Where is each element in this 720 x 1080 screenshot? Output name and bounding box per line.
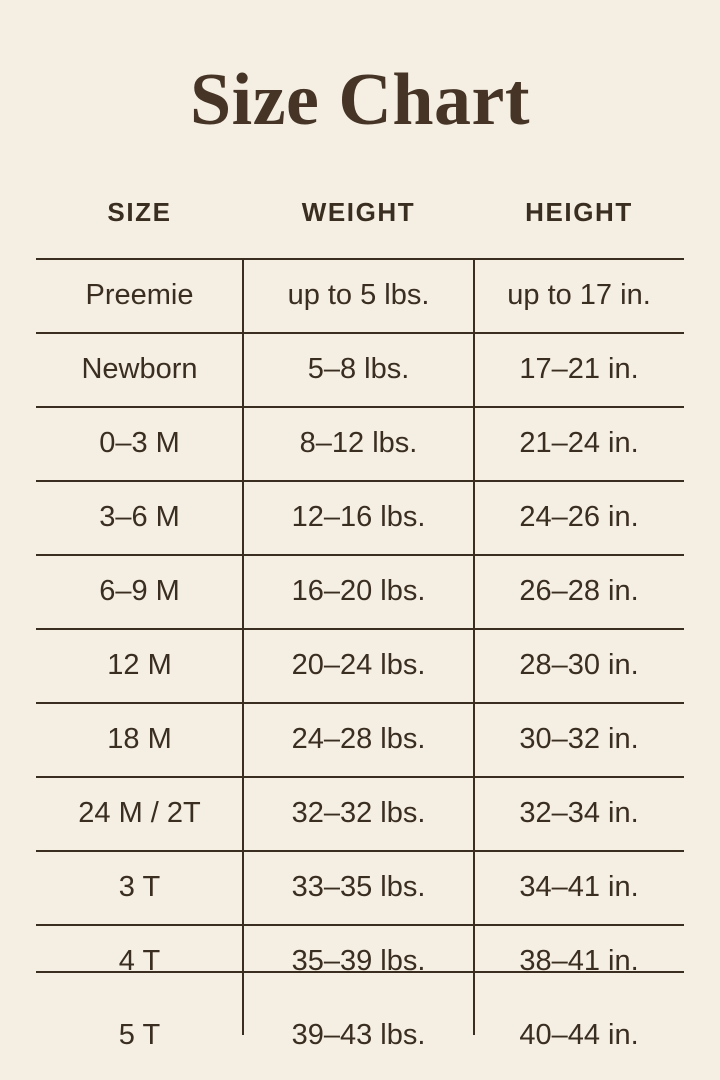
table-row: 5 T 39–43 lbs. 40–44 in.	[36, 998, 684, 1072]
cell-weight: 35–39 lbs.	[291, 944, 426, 977]
table-row: 3 T 33–35 lbs. 34–41 in.	[36, 850, 684, 924]
table-row: 4 T 35–39 lbs. 38–41 in.	[36, 924, 684, 998]
cell-weight: 8–12 lbs.	[299, 426, 418, 459]
table-header-row: SIZE WEIGHT HEIGHT	[36, 190, 684, 258]
cell-weight: 16–20 lbs.	[291, 574, 426, 607]
size-chart-table: SIZE WEIGHT HEIGHT Preemie up to 5 lbs. …	[36, 190, 684, 1051]
table-row: 6–9 M 16–20 lbs. 26–28 in.	[36, 554, 684, 628]
cell-weight: 5–8 lbs.	[307, 352, 410, 385]
column-header-height: HEIGHT	[525, 196, 633, 227]
cell-height: 30–32 in.	[519, 722, 639, 755]
cell-size: 18 M	[107, 722, 172, 755]
cell-size: Newborn	[81, 352, 198, 385]
cell-size: Preemie	[85, 278, 194, 311]
table-row: Newborn 5–8 lbs. 17–21 in.	[36, 332, 684, 406]
cell-size: 3–6 M	[99, 500, 180, 533]
cell-height: 40–44 in.	[519, 1018, 639, 1051]
table-row: 24 M / 2T 32–32 lbs. 32–34 in.	[36, 776, 684, 850]
cell-height: 38–41 in.	[519, 944, 639, 977]
table-row: 3–6 M 12–16 lbs. 24–26 in.	[36, 480, 684, 554]
cell-size: 24 M / 2T	[78, 796, 201, 829]
cell-height: 24–26 in.	[519, 500, 639, 533]
cell-height: up to 17 in.	[507, 278, 651, 311]
table-row: Preemie up to 5 lbs. up to 17 in.	[36, 258, 684, 332]
column-header-weight: WEIGHT	[301, 196, 416, 227]
table-row: 12 M 20–24 lbs. 28–30 in.	[36, 628, 684, 702]
cell-weight: 39–43 lbs.	[291, 1018, 426, 1051]
table-row: 18 M 24–28 lbs. 30–32 in.	[36, 702, 684, 776]
cell-weight: up to 5 lbs.	[287, 278, 430, 311]
cell-height: 34–41 in.	[519, 870, 639, 903]
cell-height: 32–34 in.	[519, 796, 639, 829]
cell-weight: 32–32 lbs.	[291, 796, 426, 829]
cell-weight: 12–16 lbs.	[291, 500, 426, 533]
cell-size: 3 T	[118, 870, 161, 903]
table-row: 0–3 M 8–12 lbs. 21–24 in.	[36, 406, 684, 480]
cell-size: 4 T	[118, 944, 161, 977]
cell-height: 28–30 in.	[519, 648, 639, 681]
cell-size: 12 M	[107, 648, 172, 681]
cell-weight: 24–28 lbs.	[291, 722, 426, 755]
cell-size: 6–9 M	[99, 574, 180, 607]
cell-height: 17–21 in.	[519, 352, 639, 385]
cell-weight: 20–24 lbs.	[291, 648, 426, 681]
cell-height: 26–28 in.	[519, 574, 639, 607]
column-header-size: SIZE	[107, 196, 172, 227]
table-body: Preemie up to 5 lbs. up to 17 in. Newbor…	[36, 258, 684, 1072]
page-title: Size Chart	[190, 59, 530, 141]
cell-height: 21–24 in.	[519, 426, 639, 459]
cell-size: 0–3 M	[99, 426, 180, 459]
cell-weight: 33–35 lbs.	[291, 870, 426, 903]
cell-size: 5 T	[118, 1018, 161, 1051]
